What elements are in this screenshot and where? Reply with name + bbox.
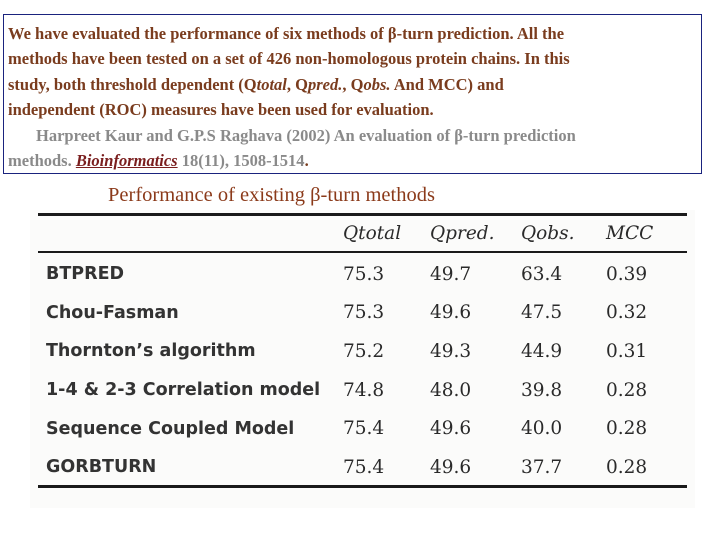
qpred-cell: 49.6: [430, 456, 472, 478]
qobs-cell: 39.8: [521, 379, 563, 401]
method-name: Thornton’s algorithm: [46, 341, 256, 362]
qobs-cell: 63.4: [521, 263, 563, 285]
qobs-cell: 40.0: [521, 418, 563, 440]
table-top-rule: [38, 213, 687, 216]
summary-text: , Q: [286, 74, 308, 94]
method-name: GORBTURN: [46, 457, 157, 478]
table-row: Sequence Coupled Model 75.4 49.6 40.0 0.…: [38, 409, 687, 448]
citation-period: .: [304, 151, 309, 171]
qtotal-cell: 75.3: [343, 302, 385, 324]
qtotal-cell: 75.3: [343, 263, 385, 285]
header-mcc: MCC: [606, 222, 654, 244]
qobs-cell: 44.9: [521, 340, 563, 362]
summary-subscript: obs.: [363, 74, 391, 94]
qpred-cell: 48.0: [430, 379, 472, 401]
qtotal-cell: 75.4: [343, 456, 385, 478]
qobs-cell: 37.7: [521, 456, 563, 478]
table-header-rule: [38, 251, 687, 253]
summary-line: We have evaluated the performance of six…: [8, 24, 565, 43]
citation: Harpreet Kaur and G.P.S Raghava (2002) A…: [8, 123, 697, 174]
citation-text: 18(11), 1508-1514: [177, 151, 305, 171]
summary-text: And MCC) and: [390, 74, 504, 94]
qtotal-cell: 74.8: [343, 379, 385, 401]
table-row: 1-4 & 2-3 Correlation model 74.8 48.0 39…: [38, 371, 687, 410]
qpred-cell: 49.3: [430, 340, 472, 362]
table-bottom-rule: [38, 485, 687, 488]
method-name: Chou-Fasman: [46, 302, 179, 323]
mcc-cell: 0.31: [606, 340, 648, 362]
mcc-cell: 0.39: [606, 263, 648, 285]
mcc-cell: 0.28: [606, 456, 648, 478]
summary-line: independent (ROC) measures have been use…: [8, 100, 434, 120]
qpred-cell: 49.6: [430, 302, 472, 324]
method-name: Sequence Coupled Model: [46, 418, 295, 439]
qpred-cell: 49.7: [430, 263, 472, 285]
table-caption: Performance of existing β-turn methods: [108, 184, 435, 206]
performance-table: Qtotal Qpred. Qobs. MCC BTPRED 75.3 49.7…: [38, 215, 687, 487]
summary-subscript: total: [256, 74, 287, 94]
qpred-cell: 49.6: [430, 418, 472, 440]
table-row: Chou-Fasman 75.3 49.6 47.5 0.32: [38, 294, 687, 333]
method-name: 1-4 & 2-3 Correlation model: [46, 380, 321, 401]
summary-box: We have evaluated the performance of six…: [3, 14, 702, 174]
performance-table-image: Qtotal Qpred. Qobs. MCC BTPRED 75.3 49.7…: [30, 210, 695, 508]
method-name: BTPRED: [46, 264, 125, 285]
mcc-cell: 0.32: [606, 302, 648, 324]
summary-line: study, both threshold dependent (Qtotal,…: [8, 72, 697, 97]
header-method: [38, 215, 343, 251]
citation-line: methods. Bioinformatics 18(11), 1508-151…: [8, 148, 697, 173]
table-header-row: Qtotal Qpred. Qobs. MCC: [38, 215, 687, 251]
table-row: GORBTURN 75.4 49.6 37.7 0.28: [38, 448, 687, 487]
table-row: Thornton’s algorithm 75.2 49.3 44.9 0.31: [38, 332, 687, 371]
summary-text: , Q: [342, 74, 364, 94]
qtotal-cell: 75.4: [343, 418, 385, 440]
summary-line: methods have been tested on a set of 426…: [8, 49, 570, 69]
mcc-cell: 0.28: [606, 418, 648, 440]
summary-subscript: pred.: [308, 74, 343, 94]
header-qobs: Qobs.: [521, 222, 575, 244]
header-qpred: Qpred.: [430, 222, 495, 244]
table-row: BTPRED 75.3 49.7 63.4 0.39: [38, 251, 687, 294]
mcc-cell: 0.28: [606, 379, 648, 401]
qobs-cell: 47.5: [521, 302, 563, 324]
qtotal-cell: 75.2: [343, 340, 385, 362]
header-qtotal: Qtotal: [343, 222, 402, 244]
summary-text: study, both threshold dependent (Q: [8, 74, 257, 94]
journal-link[interactable]: Bioinformatics: [75, 151, 178, 171]
citation-line: Harpreet Kaur and G.P.S Raghava (2002) A…: [36, 125, 576, 145]
citation-text: methods.: [8, 151, 76, 171]
